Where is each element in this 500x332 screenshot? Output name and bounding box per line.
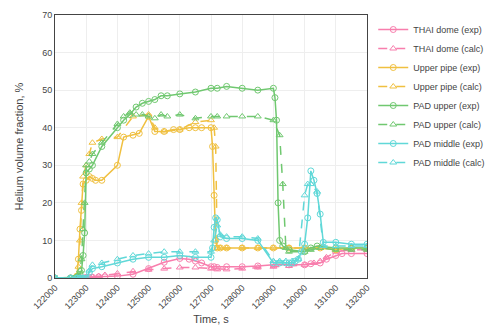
- svg-text:THAI dome (calc): THAI dome (calc): [413, 44, 483, 54]
- svg-text:10: 10: [42, 236, 52, 246]
- svg-text:130000: 130000: [281, 283, 309, 311]
- svg-text:30: 30: [42, 160, 52, 170]
- svg-text:125000: 125000: [125, 283, 153, 311]
- svg-text:PAD upper (calc): PAD upper (calc): [413, 120, 481, 130]
- svg-text:PAD middle (calc): PAD middle (calc): [413, 158, 484, 168]
- svg-text:PAD middle (exp): PAD middle (exp): [413, 139, 483, 149]
- svg-text:60: 60: [42, 48, 52, 58]
- svg-text:Time, s: Time, s: [193, 313, 229, 325]
- svg-text:128000: 128000: [218, 283, 246, 311]
- svg-text:126000: 126000: [156, 283, 184, 311]
- svg-text:127000: 127000: [187, 283, 215, 311]
- svg-text:0: 0: [47, 273, 52, 283]
- svg-text:70: 70: [42, 10, 52, 20]
- svg-text:Helium volume fraction, %: Helium volume fraction, %: [13, 82, 25, 210]
- svg-text:PAD upper (exp): PAD upper (exp): [413, 101, 479, 111]
- svg-text:124000: 124000: [94, 283, 122, 311]
- svg-text:122000: 122000: [31, 283, 59, 311]
- svg-text:20: 20: [42, 198, 52, 208]
- svg-text:50: 50: [42, 85, 52, 95]
- svg-text:Upper pipe (calc): Upper pipe (calc): [413, 82, 482, 92]
- svg-text:129000: 129000: [250, 283, 278, 311]
- svg-text:132000: 132000: [343, 283, 371, 311]
- svg-text:40: 40: [42, 123, 52, 133]
- svg-text:THAI dome (exp): THAI dome (exp): [413, 25, 482, 35]
- svg-text:131000: 131000: [312, 283, 340, 311]
- svg-text:123000: 123000: [62, 283, 90, 311]
- svg-text:Upper pipe (exp): Upper pipe (exp): [413, 63, 480, 73]
